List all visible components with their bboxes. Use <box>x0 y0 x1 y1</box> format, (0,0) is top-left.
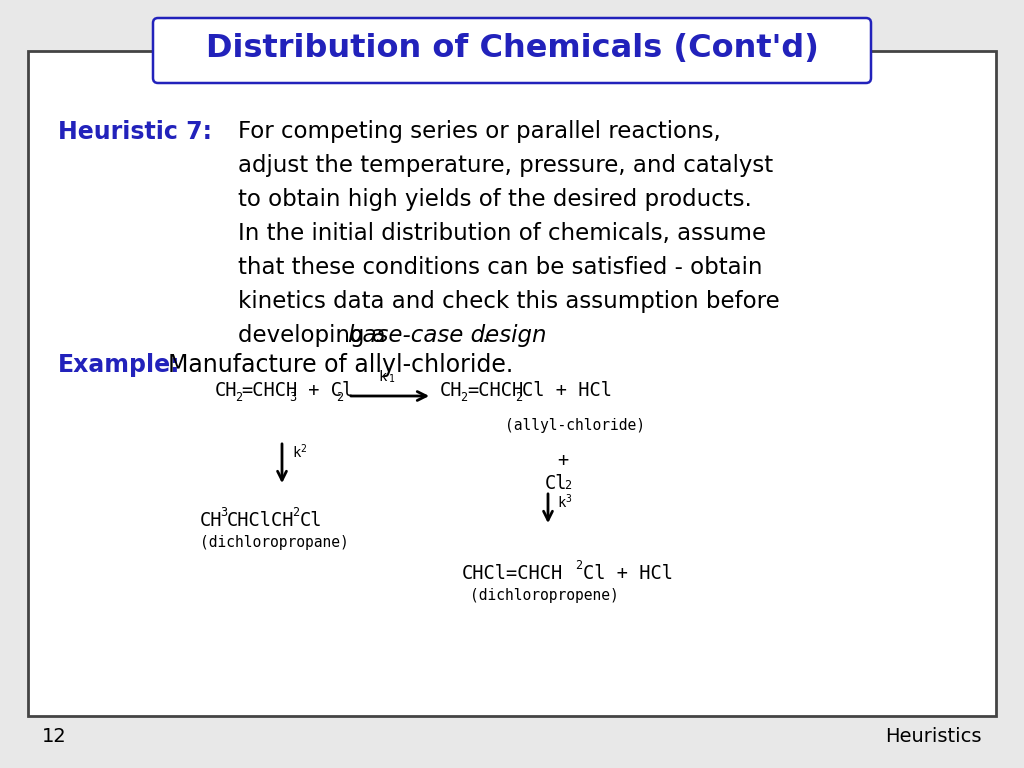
Text: Manufacture of allyl-chloride.: Manufacture of allyl-chloride. <box>168 353 513 377</box>
Text: 1: 1 <box>389 374 395 384</box>
Text: (dichloropropane): (dichloropropane) <box>200 535 349 550</box>
Text: base-case design: base-case design <box>348 324 547 347</box>
Text: 2: 2 <box>515 391 522 404</box>
Text: Example:: Example: <box>58 353 180 377</box>
Text: Distribution of Chemicals (Cont'd): Distribution of Chemicals (Cont'd) <box>206 34 818 65</box>
FancyBboxPatch shape <box>153 18 871 83</box>
Text: 2: 2 <box>575 559 582 572</box>
Text: =CHCH: =CHCH <box>467 381 523 400</box>
Text: 2: 2 <box>234 391 242 404</box>
Text: 3: 3 <box>565 494 570 504</box>
Text: + Cl: + Cl <box>297 381 353 400</box>
Text: (allyl-chloride): (allyl-chloride) <box>505 418 645 433</box>
Text: Heuristics: Heuristics <box>886 727 982 746</box>
Text: developing a: developing a <box>238 324 393 347</box>
Text: 2: 2 <box>300 444 306 454</box>
Text: For competing series or parallel reactions,: For competing series or parallel reactio… <box>238 120 721 143</box>
Text: .: . <box>481 324 488 347</box>
Text: In the initial distribution of chemicals, assume: In the initial distribution of chemicals… <box>238 222 766 245</box>
Text: to obtain high yields of the desired products.: to obtain high yields of the desired pro… <box>238 188 752 211</box>
Text: 2: 2 <box>336 391 343 404</box>
FancyBboxPatch shape <box>28 51 996 716</box>
Text: CHClCH: CHClCH <box>227 511 295 530</box>
Text: Cl: Cl <box>300 511 323 530</box>
Text: CHCl=CHCH: CHCl=CHCH <box>462 564 563 583</box>
Text: adjust the temperature, pressure, and catalyst: adjust the temperature, pressure, and ca… <box>238 154 773 177</box>
Text: CH: CH <box>215 381 238 400</box>
Text: that these conditions can be satisfied - obtain: that these conditions can be satisfied -… <box>238 256 763 279</box>
Text: k: k <box>557 496 565 510</box>
Text: 2: 2 <box>564 479 571 492</box>
Text: kinetics data and check this assumption before: kinetics data and check this assumption … <box>238 290 779 313</box>
Text: Cl: Cl <box>545 474 567 493</box>
Text: 3: 3 <box>289 391 296 404</box>
Text: CH: CH <box>200 511 222 530</box>
Text: 12: 12 <box>42 727 67 746</box>
Text: 2: 2 <box>292 506 299 519</box>
Text: 3: 3 <box>220 506 227 519</box>
Text: k: k <box>292 446 300 460</box>
Text: Heuristic 7:: Heuristic 7: <box>58 120 212 144</box>
Text: (dichloropropene): (dichloropropene) <box>470 588 618 603</box>
Text: +: + <box>557 451 568 470</box>
Text: k: k <box>379 370 387 384</box>
Text: 2: 2 <box>460 391 467 404</box>
Text: Cl + HCl: Cl + HCl <box>522 381 612 400</box>
Text: CH: CH <box>440 381 463 400</box>
Text: =CHCH: =CHCH <box>241 381 297 400</box>
Text: Cl + HCl: Cl + HCl <box>583 564 673 583</box>
